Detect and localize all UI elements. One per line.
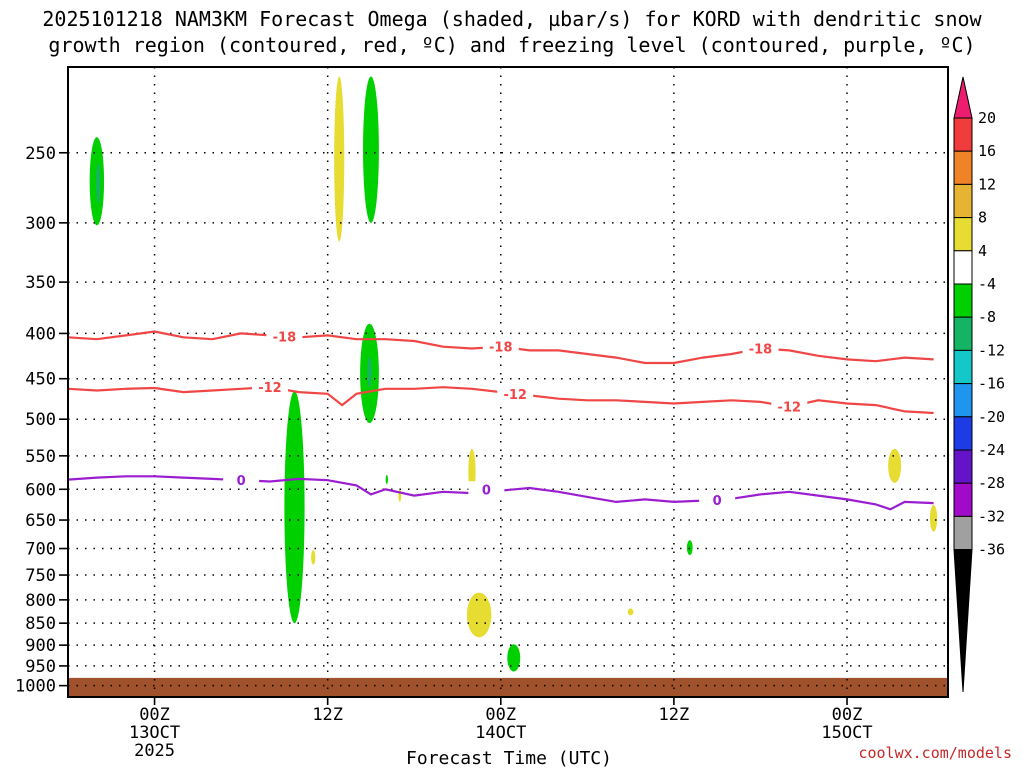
y-tick-label-850: 850	[25, 614, 56, 634]
colorbar-label-8: -16	[978, 375, 1005, 393]
contour-label-0-2: -18	[749, 343, 773, 358]
omega-region-14	[627, 608, 634, 616]
contour-label-0-1: -18	[489, 341, 513, 356]
colorbar-segment-12	[953, 515, 973, 551]
colorbar-segment-4	[953, 250, 973, 285]
contour-label-bg-2-2	[699, 492, 736, 508]
colorbar-top-arrow	[953, 76, 973, 119]
colorbar-label-0: 20	[978, 109, 996, 127]
contour-label-bg-2-1	[468, 481, 505, 497]
omega-region-6	[284, 391, 305, 624]
omega-region-2	[334, 76, 345, 242]
x-tick-label-h54: 00Z	[832, 705, 863, 725]
omega-region-5	[367, 356, 372, 388]
colorbar-segment-10	[953, 449, 973, 484]
colorbar-label-10: -24	[978, 441, 1005, 459]
contour-label-bg-0-0	[266, 328, 303, 344]
colorbar-segment-1	[953, 150, 973, 185]
colorbar-bottom-arrow	[953, 549, 973, 693]
omega-region-10	[507, 644, 521, 672]
y-tick-label-700: 700	[25, 540, 56, 560]
colorbar-label-7: -12	[978, 341, 1005, 359]
y-tick-label-400: 400	[25, 324, 56, 344]
colorbar-segment-8	[953, 383, 973, 418]
contour-label-bg-0-1	[482, 338, 519, 354]
contour-label-bg-2-0	[223, 472, 260, 488]
y-tick-label-750: 750	[25, 566, 56, 586]
colorbar-segment-11	[953, 482, 973, 517]
colorbar-label-6: -8	[978, 308, 996, 326]
x-tick-date-h6: 13OCT	[129, 723, 180, 743]
colorbar-label-11: -28	[978, 474, 1005, 492]
y-tick-label-300: 300	[25, 214, 56, 234]
y-tick-label-600: 600	[25, 480, 56, 500]
y-tick-label-500: 500	[25, 410, 56, 430]
x-tick-date-h30: 14OCT	[475, 723, 526, 743]
colorbar-label-1: 16	[978, 142, 996, 160]
x-tick-label-h6: 00Z	[139, 705, 170, 725]
x-tick-label-h18: 12Z	[312, 705, 343, 725]
x-tick-date-h54: 15OCT	[821, 723, 872, 743]
x-tick-label-h30: 00Z	[485, 705, 516, 725]
omega-region-1	[96, 163, 101, 204]
colorbar-label-5: -4	[978, 275, 996, 293]
contour-label-bg-0-2	[742, 340, 779, 356]
y-tick-label-650: 650	[25, 511, 56, 531]
omega-region-3	[363, 76, 379, 223]
y-tick-label-250: 250	[25, 144, 56, 164]
y-tick-label-1000: 1000	[15, 677, 56, 697]
contour-label-1-1: -12	[503, 388, 527, 403]
plot-frame	[67, 66, 949, 698]
colorbar-label-3: 8	[978, 209, 987, 227]
colorbar-label-12: -32	[978, 507, 1005, 525]
contour-label-2-0: 0	[237, 474, 246, 489]
colorbar-segment-2	[953, 183, 973, 219]
colorbar: 20 16 12 8 4 -4 -8 -12 -16 -20 -24 -28 -32 -36	[953, 76, 1005, 693]
contour-label-0-0: -18	[273, 330, 297, 345]
contour-label-1-2: -12	[778, 401, 802, 416]
x-tick-label-h42: 12Z	[659, 705, 690, 725]
colorbar-segment-5	[953, 283, 973, 318]
omega-region-13	[686, 540, 693, 556]
colorbar-segment-6	[953, 316, 973, 351]
colorbar-label-9: -20	[978, 408, 1005, 426]
contour-label-bg-1-0	[251, 379, 288, 395]
colorbar-label-4: 4	[978, 242, 987, 260]
y-tick-label-450: 450	[25, 370, 56, 390]
chart-title-line-1: 2025101218 NAM3KM Forecast Omega (shaded…	[42, 7, 982, 31]
colorbar-segment-7	[953, 349, 973, 385]
credit-text: coolwx.com/models	[858, 744, 1012, 762]
y-tick-label-550: 550	[25, 447, 56, 467]
omega-region-9	[466, 592, 492, 638]
contour-label-bg-1-1	[497, 385, 534, 401]
contour-label-bg-1-2	[771, 398, 808, 414]
omega-region-11	[385, 474, 388, 485]
colorbar-segment-3	[953, 217, 973, 252]
y-tick-label-900: 900	[25, 636, 56, 656]
terrain-fill	[68, 677, 948, 697]
x-tick-year-h6: 2025	[134, 741, 175, 761]
x-axis-label: Forecast Time (UTC)	[406, 748, 612, 768]
chart-title-line-2: growth region (contoured, red, ºC) and f…	[48, 33, 975, 57]
colorbar-segment-0	[953, 117, 973, 152]
y-axis: 2503003504004505005506006507007508008509…	[15, 144, 68, 697]
y-tick-label-800: 800	[25, 591, 56, 611]
colorbar-segment-9	[953, 416, 973, 451]
contour-label-2-1: 0	[482, 483, 491, 498]
colorbar-label-13: -36	[978, 541, 1005, 559]
colorbar-label-2: 12	[978, 175, 996, 193]
contour-label-1-0: -12	[258, 381, 282, 396]
omega-region-16	[929, 504, 938, 532]
y-tick-label-950: 950	[25, 657, 56, 677]
omega-region-15	[888, 448, 902, 483]
contour-label-2-2: 0	[713, 494, 722, 509]
plot-area: -18 -18 -18 -12 -12 -12 0 0 0	[67, 66, 949, 698]
omega-region-7	[311, 550, 316, 565]
y-tick-label-350: 350	[25, 273, 56, 293]
